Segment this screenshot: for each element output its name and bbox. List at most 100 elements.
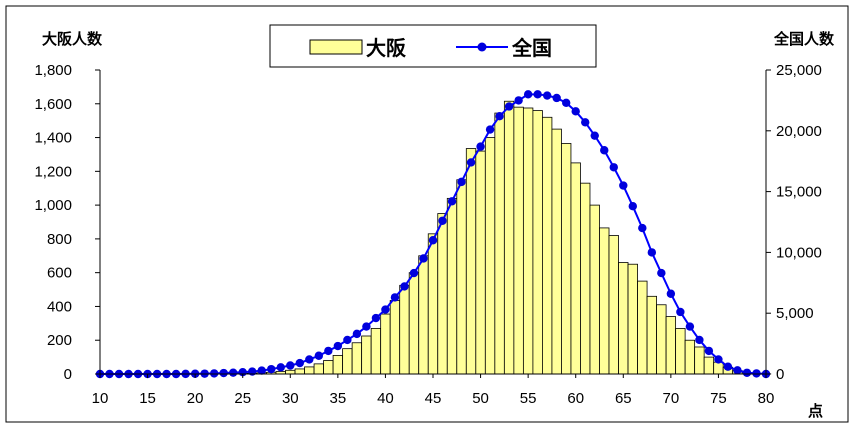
bar: [608, 235, 619, 375]
legend-marker-national: [477, 42, 487, 52]
line-point: [581, 118, 590, 127]
line-point: [352, 329, 362, 339]
legend: 大阪 全国: [269, 24, 597, 68]
y-right-tick-label: 25,000: [776, 62, 822, 79]
x-tick-label: 80: [758, 390, 775, 407]
bar: [713, 361, 724, 375]
bar: [304, 366, 315, 375]
line-point: [495, 112, 504, 121]
line-point: [704, 346, 714, 356]
y-left-tick-label: 1,000: [34, 197, 72, 214]
x-tick-label: 20: [187, 390, 204, 407]
bar: [580, 182, 591, 375]
bar: [494, 112, 505, 375]
line-point: [476, 142, 485, 151]
line-point: [400, 282, 409, 291]
line-point: [695, 335, 704, 345]
bar: [484, 137, 496, 375]
y-left-tick-label: 600: [47, 265, 72, 282]
line-point: [428, 236, 438, 245]
line-point: [619, 181, 628, 190]
line-point: [219, 368, 228, 378]
bar: [665, 316, 677, 375]
line-point: [600, 146, 609, 155]
bar: [408, 272, 420, 375]
bar: [437, 213, 448, 375]
y-right-tick-label: 20,000: [776, 123, 822, 140]
line-point: [562, 98, 571, 108]
bar: [656, 304, 667, 375]
line-point: [466, 158, 476, 167]
line-point: [314, 351, 324, 360]
bar: [351, 342, 363, 375]
y-left-tick-label: 200: [47, 332, 72, 349]
x-tick-label: 10: [92, 390, 109, 407]
line-point: [533, 90, 542, 99]
x-axis-unit: 点: [808, 402, 823, 420]
line-point: [409, 268, 419, 278]
x-tick-label: 30: [282, 390, 299, 407]
y-left-tick-label: 1,200: [34, 163, 72, 180]
line-point: [628, 201, 637, 211]
line-point: [609, 163, 618, 172]
bar: [389, 300, 401, 375]
y-left-tick-label: 1,800: [34, 62, 72, 79]
line-point: [438, 216, 447, 225]
y-right-tick-label: 0: [776, 366, 784, 383]
x-tick-label: 45: [425, 390, 442, 407]
bar: [570, 162, 581, 375]
y-left-tick-label: 1,600: [34, 96, 72, 113]
line-point: [752, 369, 761, 378]
bar: [627, 263, 638, 375]
line-point: [647, 248, 657, 257]
line-point: [276, 363, 285, 372]
bar: [380, 313, 391, 375]
bar: [646, 295, 657, 375]
bar-series: [209, 100, 772, 375]
line-point: [742, 368, 752, 377]
line-point: [267, 364, 276, 374]
x-tick-label: 50: [472, 390, 489, 407]
bar: [342, 348, 353, 375]
line-point: [638, 223, 647, 233]
y-left-tick-label: 400: [47, 298, 72, 315]
y-left-tick-label: 0: [64, 366, 72, 383]
bar: [532, 110, 543, 375]
left-axis-title: 大阪人数: [42, 30, 103, 48]
x-tick-label: 75: [710, 390, 727, 407]
line-point: [381, 305, 390, 314]
bar: [703, 356, 715, 375]
bar: [637, 280, 648, 375]
line-point: [333, 341, 343, 351]
bar: [684, 339, 696, 375]
line-point: [447, 197, 457, 206]
bar: [599, 227, 610, 375]
line-point: [657, 268, 666, 278]
x-tick-label: 15: [139, 390, 156, 407]
y-right-tick-label: 15,000: [776, 184, 822, 201]
bar: [694, 346, 705, 375]
line-point: [723, 362, 733, 371]
bar: [465, 148, 477, 375]
line-point: [229, 368, 238, 377]
line-point: [257, 366, 266, 375]
line-point: [590, 131, 599, 140]
bar: [475, 150, 486, 375]
bar: [589, 204, 600, 375]
x-tick-label: 25: [234, 390, 251, 407]
bar: [456, 179, 467, 375]
bar: [332, 355, 344, 375]
x-tick-label: 70: [663, 390, 680, 407]
bar: [285, 369, 296, 375]
bar: [503, 100, 515, 375]
bar: [418, 255, 429, 375]
bar: [618, 262, 629, 375]
x-tick-label: 60: [567, 390, 584, 407]
line-point: [371, 313, 381, 323]
line-point: [295, 358, 304, 368]
line-point: [714, 355, 723, 364]
bar: [522, 107, 534, 375]
x-tick-label: 40: [377, 390, 394, 407]
